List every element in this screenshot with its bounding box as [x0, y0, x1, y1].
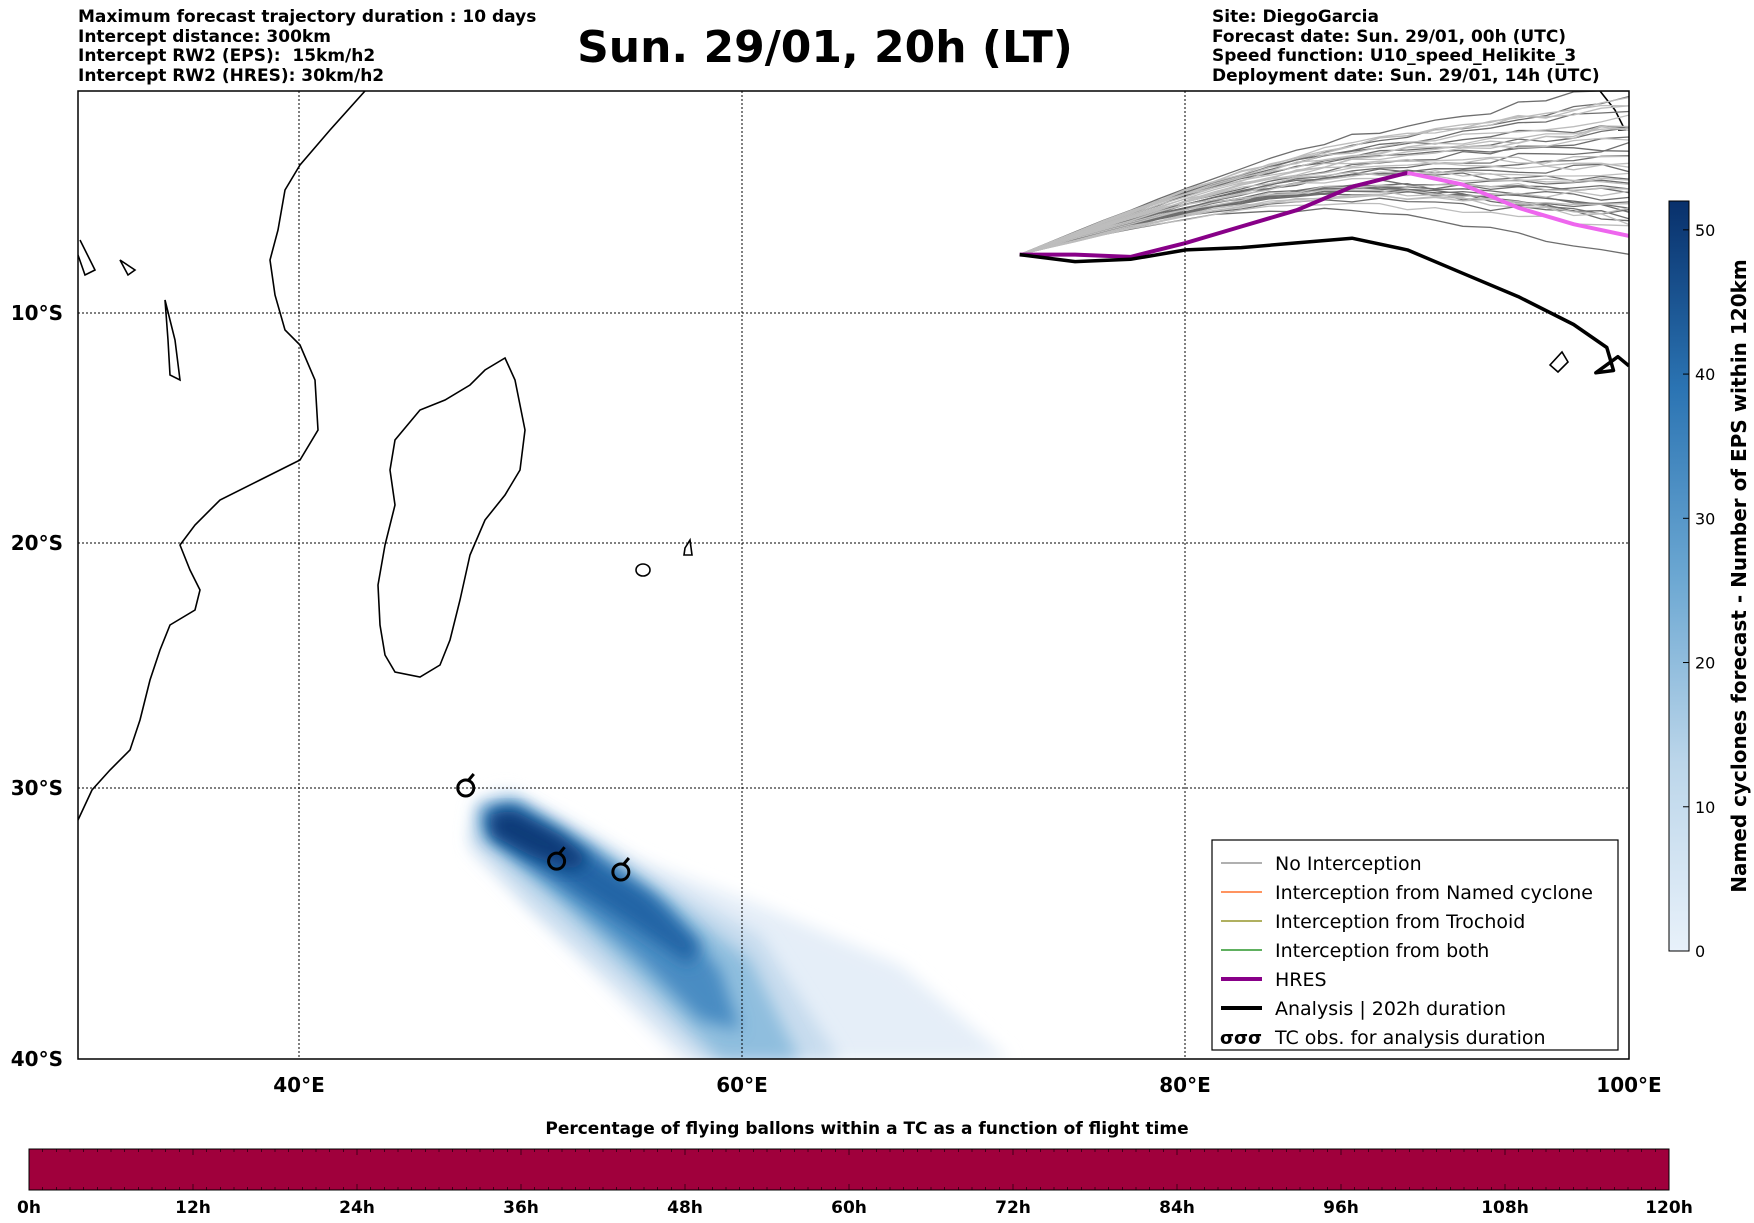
colorbar-right-tick-label: 0	[1695, 942, 1705, 961]
madagascar-coastline	[377, 356, 526, 678]
tc-obs-markers	[456, 773, 631, 882]
gridlines	[78, 91, 1629, 1059]
legend-label: TC obs. for analysis duration	[1274, 1027, 1546, 1049]
eps-trajectory-line	[1019, 125, 1629, 256]
tc-obs-marker	[547, 846, 567, 871]
tc-obs-marker	[611, 857, 631, 882]
header-intercept-distance: Intercept distance: 300km	[78, 26, 331, 47]
legend-box	[1211, 839, 1619, 1051]
lat-label-10s: 10°S	[11, 301, 63, 325]
colorbar-bottom-tick-label: 36h	[503, 1198, 539, 1218]
eps-trajectory-line	[1019, 136, 1629, 256]
analysis-track	[1019, 236, 1629, 375]
hres-track	[1019, 170, 1408, 259]
colorbar-right-tick-label: 10	[1695, 798, 1715, 817]
legend-item: Interception from both	[1221, 940, 1489, 962]
colorbar-bottom-tick-label: 84h	[1159, 1198, 1195, 1218]
legend-symbol: σσσ	[1220, 1028, 1262, 1049]
legend-label: Interception from Trochoid	[1275, 911, 1525, 933]
legend-label: Interception from Named cyclone	[1275, 882, 1593, 904]
hres-track-extended	[1406, 170, 1629, 238]
legend-label: No Interception	[1275, 853, 1422, 875]
colorbar-bottom-tick-label: 12h	[175, 1198, 211, 1218]
legend-item: No Interception	[1221, 853, 1422, 875]
colorbar-bottom-tick-label: 24h	[339, 1198, 375, 1218]
lat-label-40s: 40°S	[11, 1047, 63, 1071]
eps-trajectory-line	[1019, 182, 1629, 256]
coastlines	[78, 91, 1627, 821]
page-title: Sun. 29/01, 20h (LT)	[577, 22, 1073, 73]
map-border	[77, 90, 1630, 1060]
eps-trajectory-line	[1019, 186, 1629, 256]
eps-trajectory-line	[1019, 105, 1629, 256]
eps-trajectory-line	[1019, 170, 1629, 256]
colorbar-bottom-tick-label: 72h	[995, 1198, 1031, 1218]
header-left: Maximum forecast trajectory duration : 1…	[78, 7, 537, 86]
legend: No Interception Interception from Named c…	[1211, 839, 1619, 1051]
colorbar-right-bar	[1668, 200, 1690, 952]
legend-item: σσσ TC obs. for analysis duration	[1220, 1027, 1546, 1049]
header-deployment-date: Deployment date: Sun. 29/01, 14h (UTC)	[1212, 65, 1600, 86]
legend-item: Interception from Trochoid	[1221, 911, 1525, 933]
colorbar-right-tick-label: 30	[1695, 509, 1715, 528]
colorbar-bottom: Percentage of flying ballons within a TC…	[17, 1119, 1693, 1218]
header-intercept-eps: Intercept RW2 (EPS): 15km/h2	[78, 46, 376, 66]
colorbar-bottom-tick-label: 96h	[1323, 1198, 1359, 1218]
colorbar-bottom-tick-label: 0h	[17, 1198, 41, 1218]
eps-trajectory-line	[1019, 114, 1629, 256]
eps-trajectory-line	[1019, 189, 1629, 256]
colorbar-right-label: Named cyclones forecast - Number of EPS …	[1727, 259, 1751, 893]
legend-label: HRES	[1275, 969, 1327, 991]
lon-label-100e: 100°E	[1596, 1073, 1661, 1097]
lat-label-30s: 30°S	[11, 776, 63, 800]
lon-label-40e: 40°E	[273, 1073, 325, 1097]
header-forecast-date: Forecast date: Sun. 29/01, 00h (UTC)	[1212, 26, 1567, 47]
legend-label: Analysis | 202h duration	[1275, 998, 1506, 1020]
colorbar-bottom-tick-label: 108h	[1481, 1198, 1529, 1218]
header-right: Site: DiegoGarcia Forecast date: Sun. 29…	[1212, 7, 1600, 86]
eps-trajectory-line	[1019, 202, 1629, 256]
lat-label-20s: 20°S	[11, 531, 63, 555]
legend-item: Analysis | 202h duration	[1221, 998, 1506, 1020]
eps-trajectory-line	[1019, 162, 1629, 256]
header-site: Site: DiegoGarcia	[1212, 7, 1379, 27]
colorbar-bottom-tick-label: 48h	[667, 1198, 703, 1218]
cyclone-density	[470, 790, 1009, 1059]
lon-labels: 40°E 60°E 80°E 100°E	[273, 1073, 1661, 1097]
header-intercept-hres: Intercept RW2 (HRES): 30km/h2	[78, 65, 385, 86]
lon-label-60e: 60°E	[716, 1073, 768, 1097]
colorbar-right: 0 10 20 30 40 50 Named cyclones forecast - Nu…	[1668, 200, 1751, 961]
legend-label: Interception from both	[1275, 940, 1489, 962]
legend-item: Interception from Named cyclone	[1221, 882, 1593, 904]
eps-trajectory-line	[1019, 137, 1629, 256]
eps-trajectories	[1019, 91, 1629, 256]
header-max-duration: Maximum forecast trajectory duration : 1…	[78, 7, 537, 27]
colorbar-bottom-title: Percentage of flying ballons within a TC…	[545, 1119, 1188, 1139]
colorbar-right-tick-label: 20	[1695, 654, 1715, 673]
lon-label-80e: 80°E	[1159, 1073, 1211, 1097]
tc-obs-marker	[456, 773, 476, 798]
colorbar-bottom-bar	[28, 1148, 1670, 1191]
colorbar-right-tick-label: 40	[1695, 365, 1715, 384]
header-speed-function: Speed function: U10_speed_Helikite_3	[1212, 46, 1577, 66]
colorbar-bottom-tick-label: 120h	[1645, 1198, 1693, 1218]
colorbar-bottom-tick-label: 60h	[831, 1198, 867, 1218]
colorbar-right-tick-label: 50	[1695, 221, 1715, 240]
legend-item: HRES	[1221, 969, 1327, 991]
lat-labels: 10°S 20°S 30°S 40°S	[11, 301, 63, 1071]
africa-coastline	[78, 91, 366, 821]
